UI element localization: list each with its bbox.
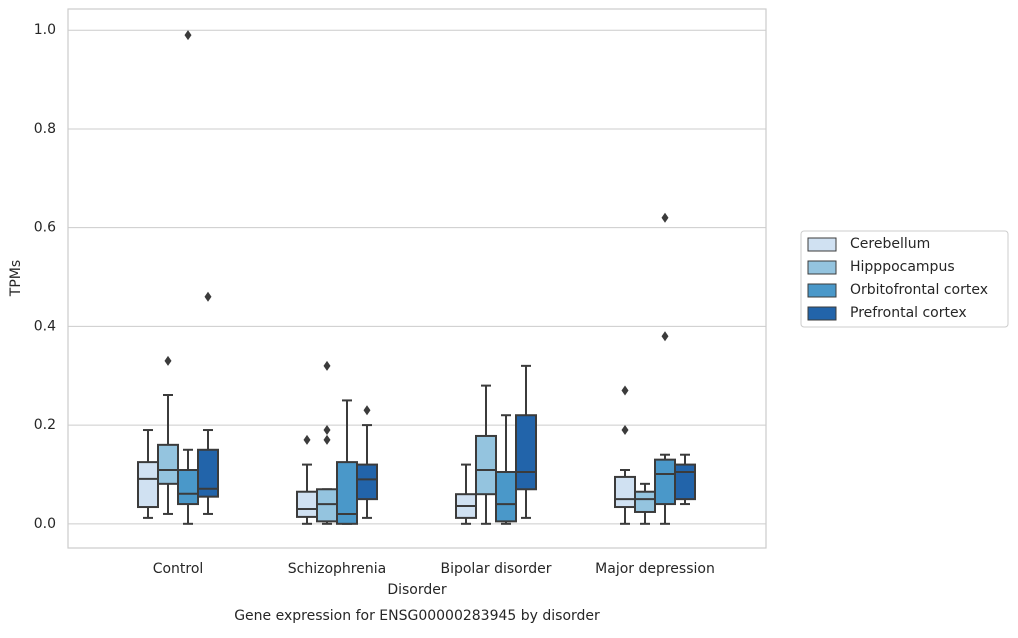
legend-label: Hipppocampus [850, 259, 955, 275]
outlier [164, 355, 172, 366]
legend-swatch [807, 260, 837, 275]
outlier [661, 212, 669, 223]
box [654, 458, 676, 506]
outlier [204, 291, 212, 302]
y-tick-label: 0.4 [34, 318, 56, 334]
outlier [323, 360, 331, 371]
y-axis-label: TPMs [8, 260, 24, 297]
box [157, 443, 179, 485]
y-tick-label: 1.0 [34, 22, 56, 38]
box [674, 463, 696, 501]
legend-frame [800, 230, 1009, 328]
box [137, 461, 159, 509]
box [634, 490, 656, 513]
legend-swatch [807, 283, 837, 298]
box [177, 469, 199, 506]
box [197, 448, 219, 498]
plot-frame [67, 8, 767, 549]
legend-swatch [807, 306, 837, 321]
outlier [621, 385, 629, 396]
x-axis-label: Disorder [387, 582, 447, 598]
x-tick-label: Bipolar disorder [440, 561, 551, 577]
outlier [184, 30, 192, 41]
outlier [323, 434, 331, 445]
chart-title: Gene expression for ENSG00000283945 by d… [234, 608, 600, 624]
outlier [363, 405, 371, 416]
legend-label: Orbitofrontal cortex [850, 282, 988, 298]
outlier [323, 425, 331, 436]
box [614, 475, 636, 509]
box [515, 414, 537, 491]
legend-swatch [807, 237, 837, 252]
y-tick-label: 0.6 [34, 220, 56, 236]
y-tick-label: 0.0 [34, 516, 56, 532]
y-tick-label: 0.8 [34, 121, 56, 137]
x-tick-label: Major depression [595, 561, 715, 577]
legend-label: Prefrontal cortex [850, 305, 967, 321]
outlier [661, 331, 669, 342]
x-tick-label: Control [153, 561, 204, 577]
box [316, 488, 338, 523]
box [356, 463, 378, 501]
legend-label: Cerebellum [850, 236, 930, 252]
box [296, 490, 318, 518]
outlier [303, 434, 311, 445]
y-tick-label: 0.2 [34, 417, 56, 433]
outlier [621, 425, 629, 436]
box [475, 434, 497, 496]
x-tick-label: Schizophrenia [288, 561, 386, 577]
box [495, 470, 517, 523]
